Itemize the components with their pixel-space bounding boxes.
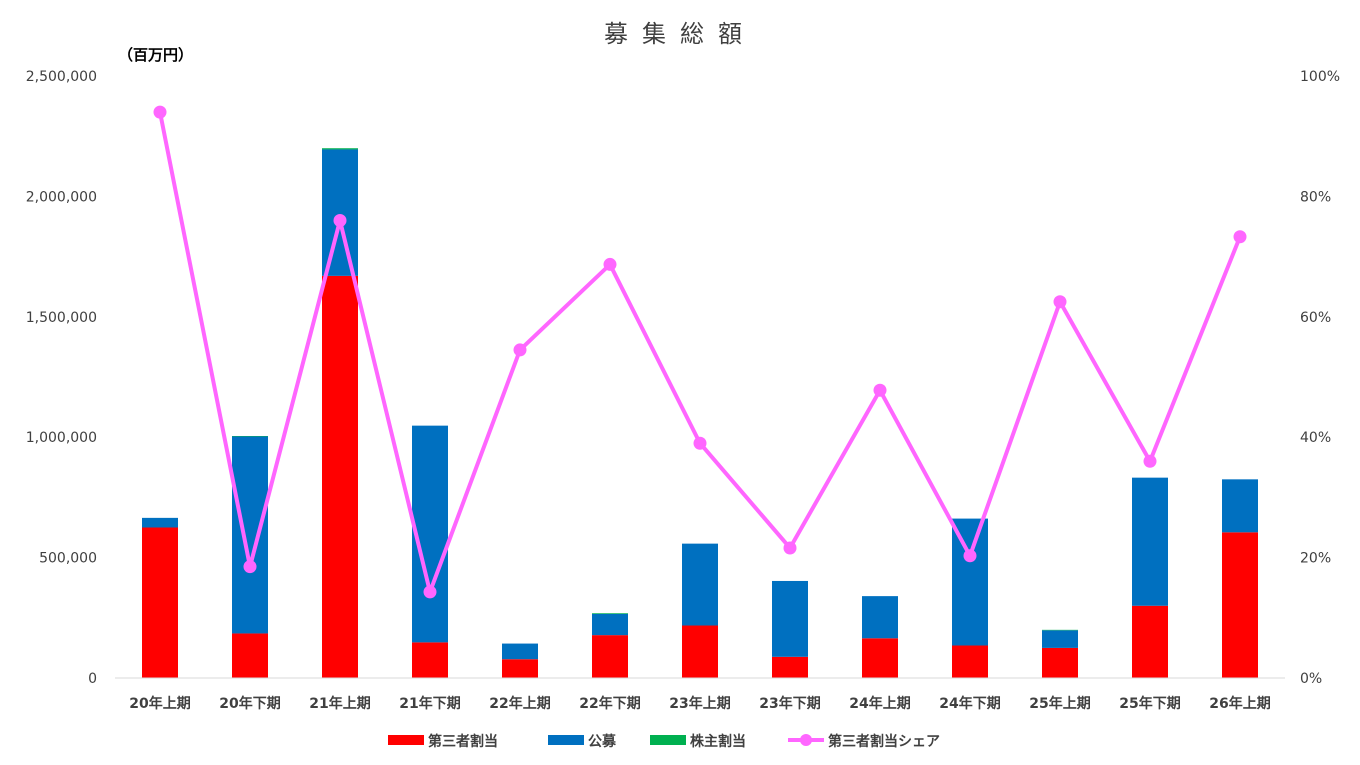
- share-line-series: [153, 105, 1247, 599]
- legend-label: 第三者割当シェア: [828, 733, 940, 750]
- category-label: 20年上期: [129, 695, 190, 712]
- category-label: 24年上期: [849, 695, 910, 712]
- left-axis-ticks: 0 500,000 1,000,000 1,500,000 2,000,000 2,500…: [26, 69, 97, 687]
- right-axis-tick-label: 80%: [1300, 189, 1331, 205]
- share-line-point: [243, 560, 257, 574]
- share-line-point: [333, 213, 347, 227]
- bar-segment: [682, 543, 718, 626]
- left-axis-tick-label: 1,000,000: [26, 430, 97, 446]
- bar-segment: [862, 596, 898, 639]
- bar-segment: [592, 635, 628, 678]
- right-axis-tick-label: 100%: [1300, 69, 1340, 85]
- bar-segment: [142, 527, 178, 678]
- category-labels: 20年上期 20年下期 21年上期 21年下期 22年上期 22年下期 23年上期 23年下期…: [129, 695, 1270, 712]
- bar-segment: [1222, 532, 1258, 678]
- bar-segment: [232, 633, 268, 678]
- bar-segment: [862, 638, 898, 678]
- chart-title: 募集総額: [604, 20, 756, 48]
- category-label: 25年下期: [1119, 695, 1180, 712]
- left-axis-tick-label: 0: [88, 671, 97, 687]
- share-line-point: [513, 343, 527, 357]
- right-axis-ticks: 0% 20% 40% 60% 80% 100%: [1300, 69, 1340, 687]
- left-axis-tick-label: 500,000: [39, 551, 97, 567]
- share-line-point: [153, 105, 167, 119]
- bar-segment: [592, 613, 628, 614]
- bar-segment: [502, 643, 538, 660]
- share-line-point: [423, 585, 437, 599]
- category-label: 21年下期: [399, 695, 460, 712]
- bar-segment: [772, 580, 808, 657]
- share-line-point: [1233, 230, 1247, 244]
- y-axis-unit-label: （百万円）: [118, 46, 193, 64]
- legend-swatch: [548, 735, 584, 745]
- bar-segment: [1042, 630, 1078, 648]
- bar-segment: [772, 656, 808, 678]
- bar-segment: [412, 642, 448, 678]
- category-label: 21年上期: [309, 695, 370, 712]
- bar-segment: [322, 275, 358, 678]
- category-label: 22年下期: [579, 695, 640, 712]
- category-label: 20年下期: [219, 695, 280, 712]
- bar-segment: [322, 149, 358, 276]
- right-axis-tick-label: 0%: [1300, 671, 1322, 687]
- bar-segment: [142, 517, 178, 528]
- bar-segment: [502, 659, 538, 678]
- category-label: 26年上期: [1209, 695, 1270, 712]
- legend-marker: [800, 734, 812, 746]
- share-line-point: [693, 436, 707, 450]
- bar-segment: [322, 148, 358, 150]
- category-label: 23年下期: [759, 695, 820, 712]
- category-label: 23年上期: [669, 695, 730, 712]
- left-axis-tick-label: 2,000,000: [26, 189, 97, 205]
- bar-segment: [1132, 605, 1168, 678]
- legend: 第三者割当 公募 株主割当 第三者割当シェア: [388, 733, 940, 750]
- category-label: 25年上期: [1029, 695, 1090, 712]
- right-axis-tick-label: 40%: [1300, 430, 1331, 446]
- left-axis-tick-label: 1,500,000: [26, 310, 97, 326]
- right-axis-tick-label: 20%: [1300, 551, 1331, 567]
- bar-segment: [682, 625, 718, 678]
- share-line-point: [963, 549, 977, 563]
- category-label: 22年上期: [489, 695, 550, 712]
- bar-segment: [1042, 647, 1078, 678]
- bar-segment: [232, 436, 268, 634]
- share-line-point: [1143, 454, 1157, 468]
- legend-swatch: [388, 735, 424, 745]
- share-line-point: [1053, 295, 1067, 309]
- legend-label: 株主割当: [690, 733, 746, 750]
- category-label: 24年下期: [939, 695, 1000, 712]
- bar-segment: [952, 518, 988, 646]
- bar-segment: [1222, 479, 1258, 533]
- share-line-point: [603, 257, 617, 271]
- right-axis-tick-label: 60%: [1300, 310, 1331, 326]
- bar-segment: [1132, 477, 1168, 606]
- bar-segment: [952, 645, 988, 678]
- legend-label: 公募: [588, 733, 617, 750]
- legend-label: 第三者割当: [428, 733, 498, 750]
- bar-segment: [592, 613, 628, 636]
- share-line-point: [783, 541, 797, 555]
- share-line-point: [873, 383, 887, 397]
- legend-swatch: [650, 735, 686, 745]
- left-axis-tick-label: 2,500,000: [26, 69, 97, 85]
- bar-series: [142, 148, 1258, 678]
